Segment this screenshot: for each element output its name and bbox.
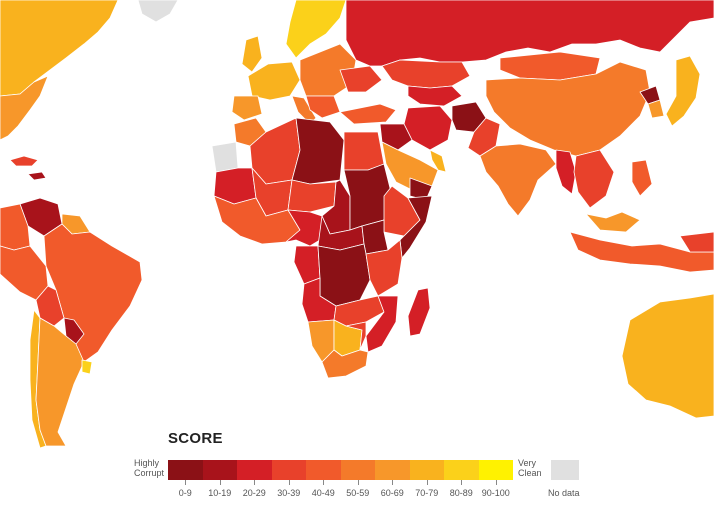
legend-tick (185, 480, 187, 485)
region-western-sahara (211, 141, 239, 173)
legend-swatch-20-29 (237, 460, 272, 480)
legend-range-label: 20-29 (242, 488, 266, 498)
legend-tick (495, 480, 497, 485)
legend-no-data-swatch (551, 460, 579, 480)
region-iberia (231, 95, 263, 121)
legend-range-label: 0-9 (178, 488, 192, 498)
legend-tick (357, 480, 359, 485)
legend-range-label: 40-49 (311, 488, 335, 498)
region-south-africa (321, 349, 369, 379)
region-gulf-states (429, 149, 447, 173)
region-indonesia (569, 231, 714, 273)
legend-left-label-line2: Corrupt (134, 468, 165, 478)
region-indochina (573, 149, 615, 209)
region-egypt (343, 131, 385, 171)
region-scandinavia (285, 0, 347, 59)
legend-title: SCORE (168, 430, 223, 447)
region-uruguay (81, 359, 93, 375)
legend-swatch-30-39 (271, 460, 306, 480)
region-eastern-europe (299, 43, 357, 97)
region-haiti (27, 171, 47, 181)
region-ukraine (339, 65, 383, 93)
region-japan (665, 55, 701, 127)
legend-range-label: 80-89 (449, 488, 473, 498)
region-central-asia (407, 85, 463, 107)
legend-tick (323, 480, 325, 485)
legend-range-labels: 0-9 10-19 20-29 30-39 40-49 50-59 60-69 70-79 80… (168, 488, 513, 500)
region-paraguay (63, 317, 85, 345)
region-usa (0, 75, 49, 141)
region-zimbabwe (345, 321, 367, 351)
region-south-sudan (361, 219, 389, 255)
region-india (479, 143, 557, 217)
region-russia (345, 0, 714, 67)
legend-swatch-60-69 (375, 460, 410, 480)
region-uk (241, 35, 263, 73)
region-niger (287, 179, 337, 213)
legend-tick (219, 480, 221, 485)
legend-range-label: 90-100 (481, 488, 510, 498)
region-greenland (137, 0, 179, 23)
region-china (485, 61, 651, 157)
legend-range-label: 10-19 (208, 488, 232, 498)
region-turkey (339, 103, 397, 125)
legend-tick (288, 480, 290, 485)
region-libya (291, 117, 345, 185)
region-balkans (305, 95, 341, 119)
legend-swatch-40-49 (306, 460, 341, 480)
region-madagascar (407, 287, 431, 337)
legend-right-label-line1: Very (518, 458, 537, 468)
legend-range-label: 50-59 (346, 488, 370, 498)
region-cuba (9, 155, 39, 167)
legend-very-clean-label: Very Clean (518, 458, 542, 478)
region-philippines (631, 159, 653, 197)
legend-swatch-10-19 (202, 460, 237, 480)
region-malaysia (585, 211, 641, 233)
legend-tick (461, 480, 463, 485)
legend-left-label-line1: Highly (134, 458, 160, 468)
legend-ticks (168, 480, 513, 486)
legend-swatch-50-59 (340, 460, 375, 480)
region-kazakhstan (381, 59, 471, 89)
region-south-korea (647, 99, 665, 119)
region-australia (621, 293, 714, 419)
region-papua (679, 231, 714, 253)
legend-swatch-80-89 (444, 460, 479, 480)
legend-highly-corrupt-label: Highly Corrupt (134, 458, 164, 478)
legend-swatch-90-100 (478, 460, 513, 480)
region-mozambique (365, 295, 399, 353)
region-iraq-syria (379, 123, 413, 151)
legend-tick (254, 480, 256, 485)
region-argentina (35, 317, 85, 447)
legend-range-label: 70-79 (415, 488, 439, 498)
region-east-africa (365, 239, 403, 297)
legend-range-label: 60-69 (380, 488, 404, 498)
legend-no-data-label: No data (548, 488, 580, 498)
legend-color-scale (168, 460, 513, 480)
region-myanmar (555, 149, 577, 195)
legend-right-label-line2: Clean (518, 468, 542, 478)
legend-range-label: 30-39 (277, 488, 301, 498)
legend-swatch-0-9 (168, 460, 203, 480)
legend-tick (392, 480, 394, 485)
legend-swatch-70-79 (409, 460, 444, 480)
legend-tick (426, 480, 428, 485)
